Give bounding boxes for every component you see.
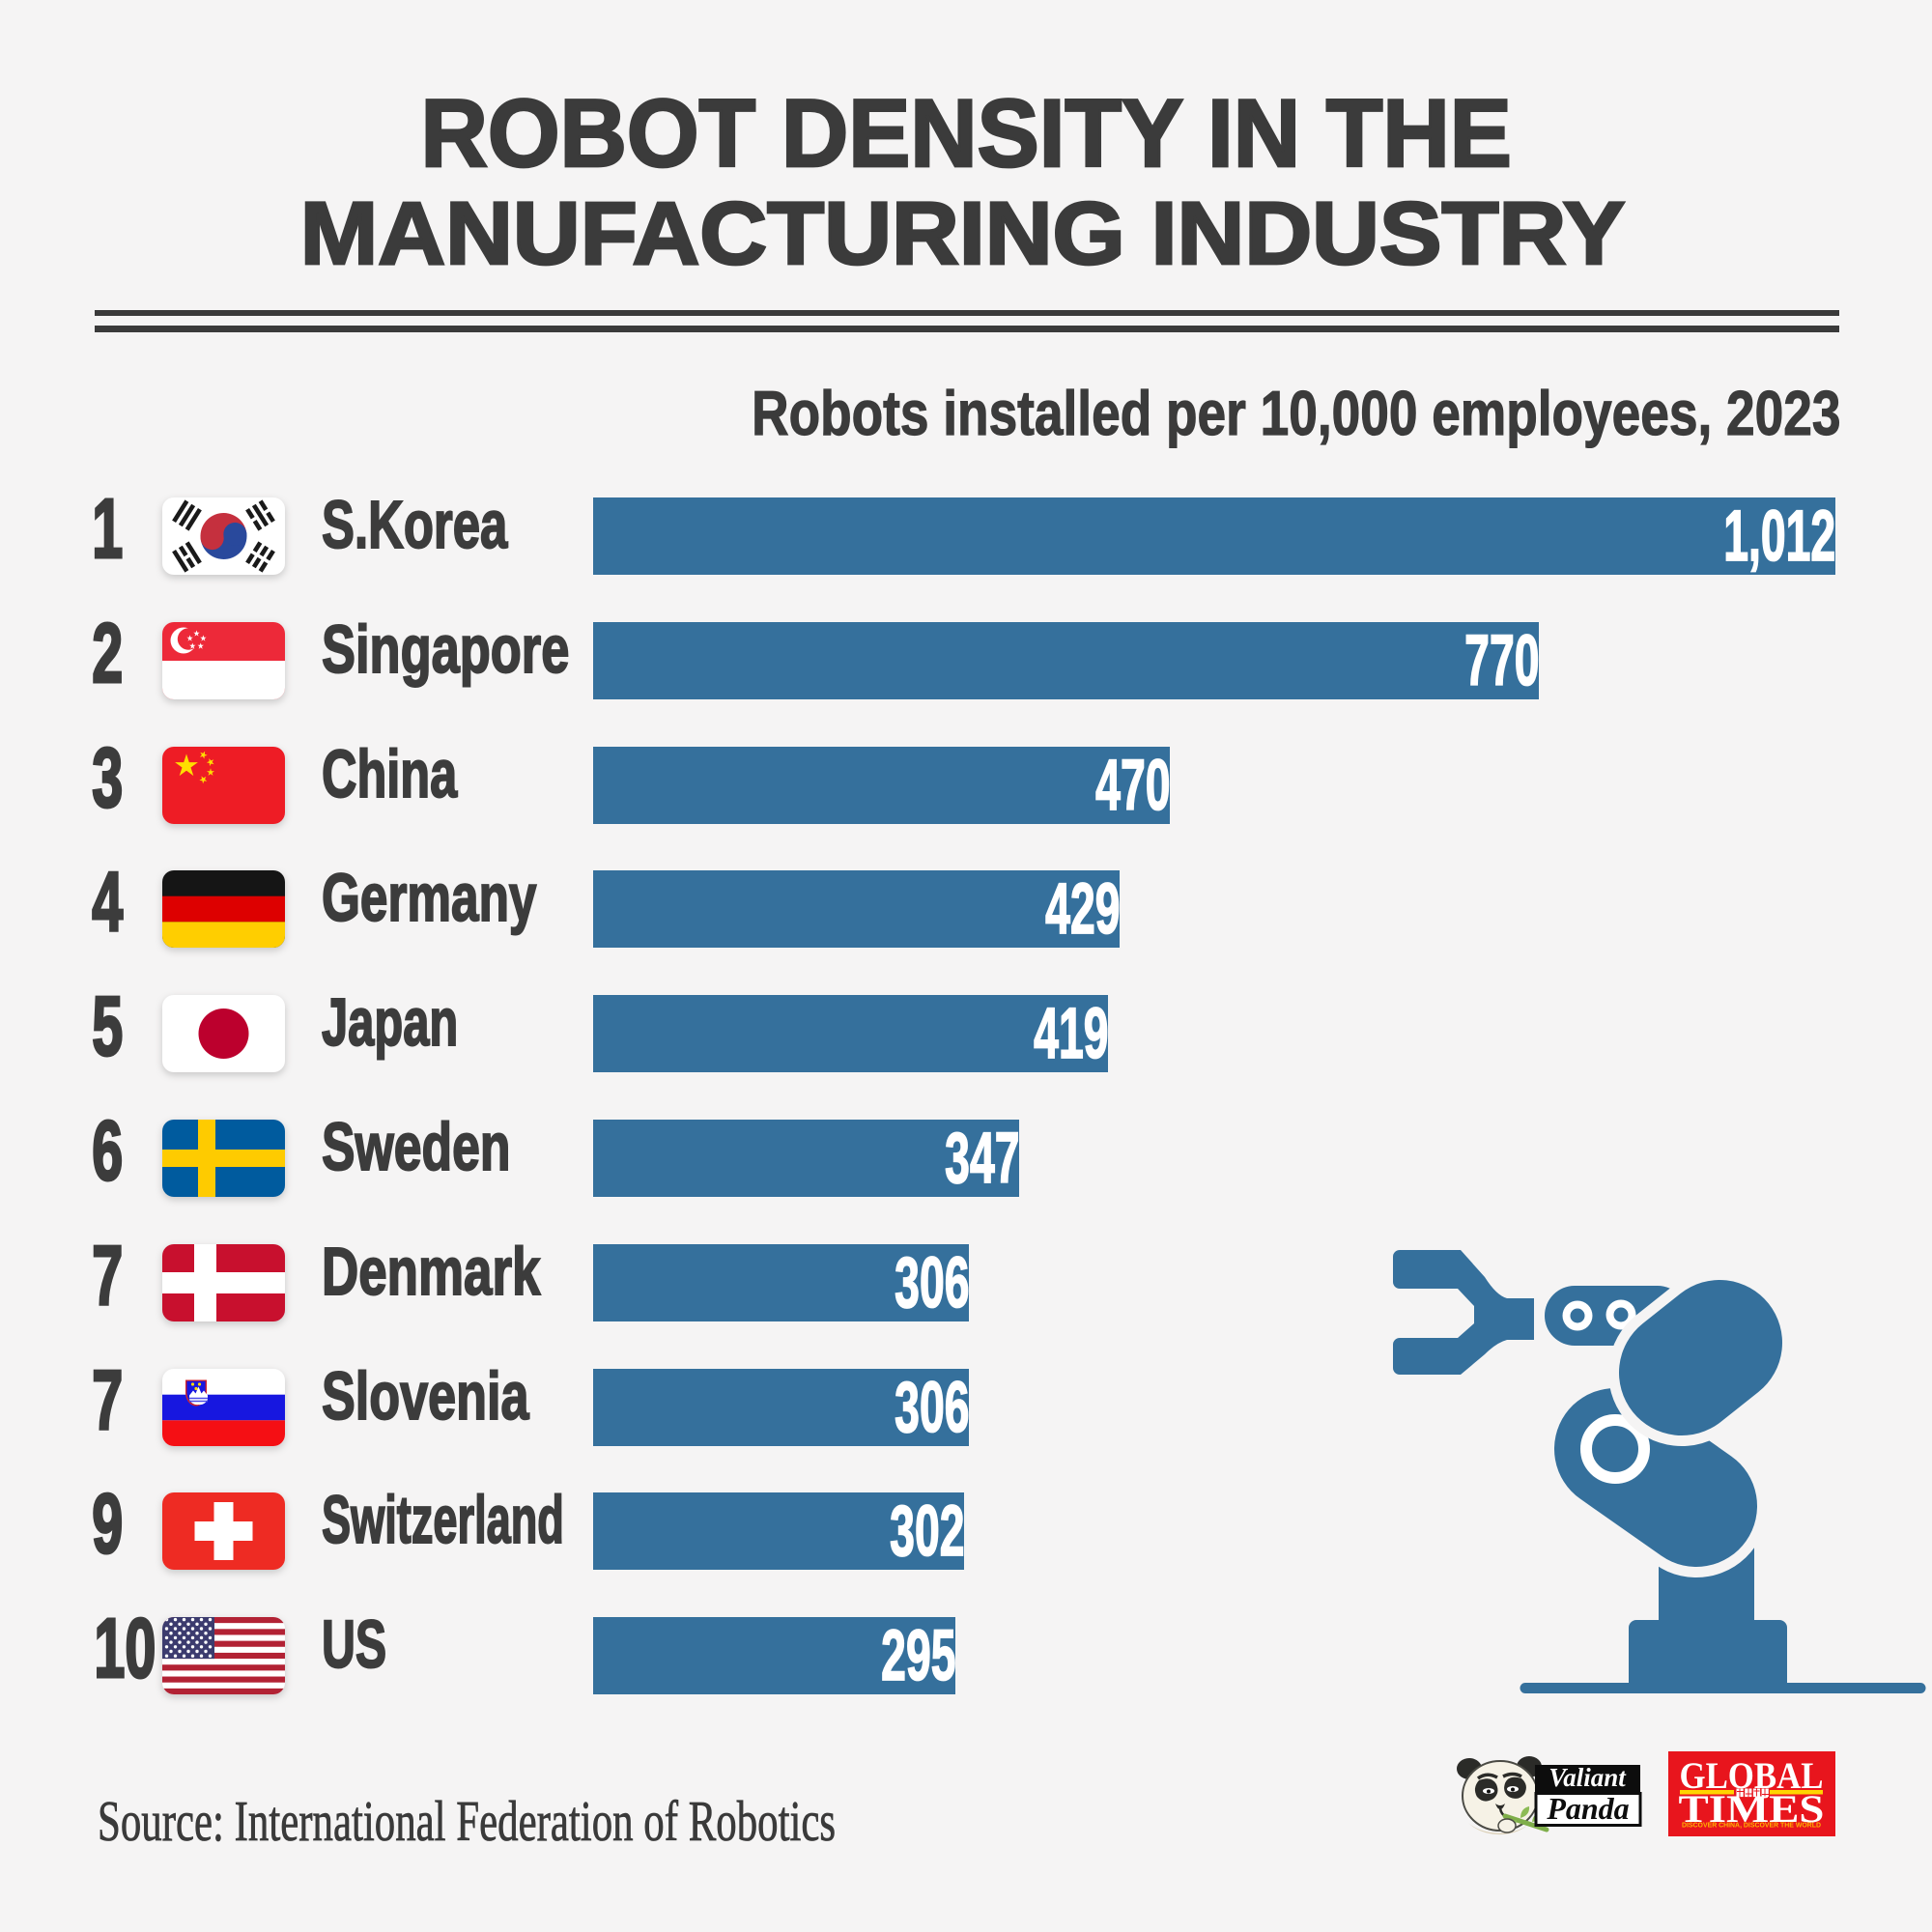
svg-text:TIMES: TIMES (1679, 1787, 1825, 1831)
svg-text:Valiant: Valiant (1548, 1763, 1627, 1792)
svg-text:Panda: Panda (1546, 1791, 1629, 1826)
svg-text:DISCOVER CHINA, DISCOVER THE W: DISCOVER CHINA, DISCOVER THE WORLD (1682, 1823, 1821, 1830)
